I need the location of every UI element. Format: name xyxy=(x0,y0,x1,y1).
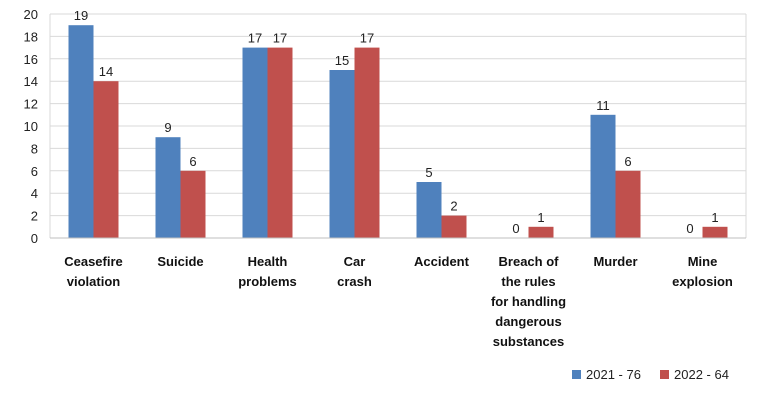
data-label: 6 xyxy=(189,154,196,169)
bar-series-2 xyxy=(702,226,728,238)
data-label: 17 xyxy=(360,31,374,46)
legend: 2021 - 76 2022 - 64 xyxy=(572,367,729,382)
y-tick-label: 8 xyxy=(31,141,38,156)
y-tick-label: 18 xyxy=(24,29,38,44)
x-category-label: Mine xyxy=(688,254,718,269)
legend-label: 2022 - 64 xyxy=(674,367,729,382)
bar-series-2 xyxy=(93,81,119,238)
y-tick-label: 14 xyxy=(24,74,38,89)
bar-series-2 xyxy=(441,215,467,238)
bar-series-2 xyxy=(354,47,380,238)
data-label: 0 xyxy=(512,221,519,236)
y-tick-label: 4 xyxy=(31,186,38,201)
data-label: 15 xyxy=(335,53,349,68)
bar-series-1 xyxy=(242,47,268,238)
grid-lines xyxy=(49,13,747,239)
legend-swatch xyxy=(572,370,581,379)
x-category-label: Suicide xyxy=(157,254,203,269)
y-axis: 0 2 4 6 8 10 12 14 16 18 20 xyxy=(24,7,38,246)
bar-series-1 xyxy=(416,182,442,238)
x-category-label: Car xyxy=(344,254,366,269)
bar-series-2 xyxy=(615,170,641,238)
bar-series-1 xyxy=(155,137,181,238)
data-label: 19 xyxy=(74,8,88,23)
legend-swatch xyxy=(660,370,669,379)
x-axis: Ceasefire violation Suicide Health problems C… xyxy=(50,237,746,349)
x-category-label: problems xyxy=(238,274,297,289)
y-tick-label: 0 xyxy=(31,231,38,246)
x-category-label: Accident xyxy=(414,254,470,269)
data-label: 1 xyxy=(711,210,718,225)
y-tick-label: 20 xyxy=(24,7,38,22)
data-label: 17 xyxy=(248,31,262,46)
y-tick-label: 2 xyxy=(31,209,38,224)
bar-series-1 xyxy=(329,70,355,238)
x-category-label: violation xyxy=(67,274,121,289)
x-category-label: the rules xyxy=(501,274,555,289)
x-category-label: Breach of xyxy=(499,254,560,269)
data-labels: 19 9 17 15 5 0 11 0 14 6 17 17 2 1 6 1 xyxy=(74,8,719,236)
bar-series-2 xyxy=(267,47,293,238)
y-tick-label: 16 xyxy=(24,52,38,67)
data-label: 9 xyxy=(164,120,171,135)
bar-series-1 xyxy=(590,114,616,238)
data-label: 2 xyxy=(450,199,457,214)
x-category-label: crash xyxy=(337,274,372,289)
x-category-label: substances xyxy=(493,334,565,349)
bar-series-2 xyxy=(180,170,206,238)
y-tick-label: 12 xyxy=(24,97,38,112)
y-tick-label: 6 xyxy=(31,164,38,179)
y-tick-label: 10 xyxy=(24,119,38,134)
data-label: 11 xyxy=(596,98,610,113)
data-label: 5 xyxy=(425,165,432,180)
data-label: 17 xyxy=(273,31,287,46)
x-category-label: for handling xyxy=(491,294,566,309)
bars xyxy=(68,25,728,239)
data-label: 14 xyxy=(99,64,113,79)
bar-series-1 xyxy=(68,25,94,239)
x-category-label: explosion xyxy=(672,274,733,289)
x-category-label: dangerous xyxy=(495,314,561,329)
x-category-label: Ceasefire xyxy=(64,254,123,269)
bar-series-2 xyxy=(528,226,554,238)
data-label: 0 xyxy=(686,221,693,236)
data-label: 6 xyxy=(624,154,631,169)
legend-label: 2021 - 76 xyxy=(586,367,641,382)
x-category-label: Health xyxy=(248,254,288,269)
data-label: 1 xyxy=(537,210,544,225)
x-category-label: Murder xyxy=(593,254,637,269)
